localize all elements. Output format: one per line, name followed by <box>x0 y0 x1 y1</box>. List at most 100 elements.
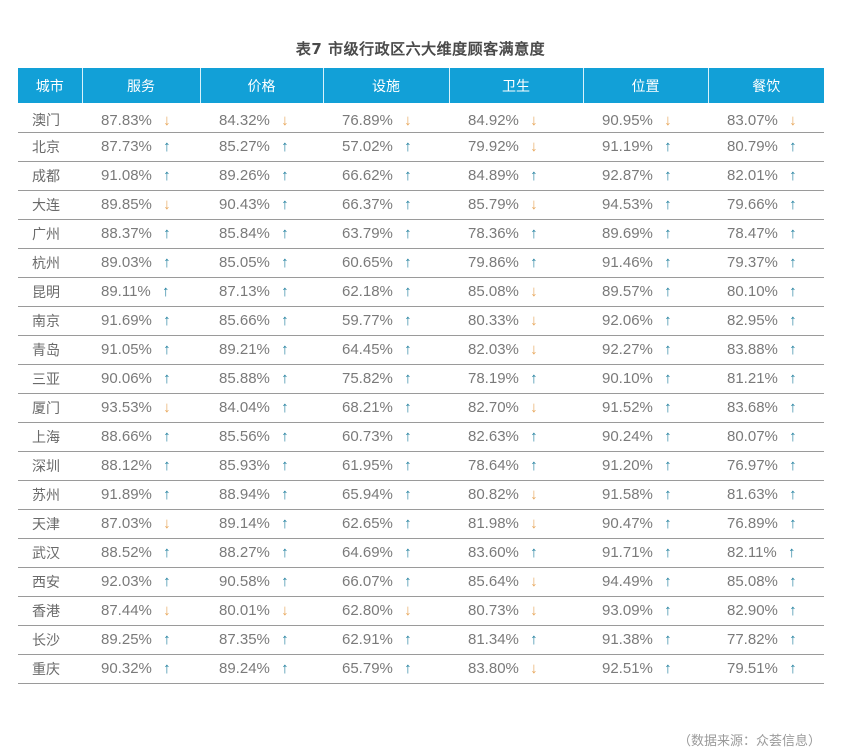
score-cell: 79.66% ↑ <box>708 190 824 219</box>
arrow-up-icon: ↑ <box>163 167 171 184</box>
score-cell: 60.65% ↑ <box>323 248 449 277</box>
score-cell: 80.01% ↓ <box>200 596 323 625</box>
score-cell: 82.01% ↑ <box>708 161 824 190</box>
score-cell: 83.80% ↓ <box>449 654 583 683</box>
table-row: 杭州 89.03% ↑ 85.05% ↑ 60.65% ↑ 79.86% ↑ 91.46% ↑ 79.… <box>18 248 824 277</box>
score-value: 64.69% <box>342 544 393 561</box>
city-name: 杭州 <box>32 255 60 272</box>
score-cell: 85.93% ↑ <box>200 451 323 480</box>
score-cell: 84.32% ↓ <box>200 103 323 132</box>
arrow-up-icon: ↑ <box>789 660 797 677</box>
city-name: 澳门 <box>32 113 60 130</box>
arrow-down-icon: ↓ <box>530 312 538 329</box>
arrow-up-icon: ↑ <box>281 196 289 213</box>
arrow-up-icon: ↑ <box>404 457 412 474</box>
arrow-up-icon: ↑ <box>404 225 412 242</box>
score-value: 91.38% <box>602 631 653 648</box>
score-cell: 85.64% ↓ <box>449 567 583 596</box>
score-value: 85.79% <box>468 196 519 213</box>
score-cell: 62.18% ↑ <box>323 277 449 306</box>
score-cell: 80.07% ↑ <box>708 422 824 451</box>
score-cell: 85.84% ↑ <box>200 219 323 248</box>
score-cell: 91.58% ↑ <box>583 480 708 509</box>
score-value: 62.18% <box>342 283 393 300</box>
score-cell: 88.37% ↑ <box>82 219 200 248</box>
table-row: 西安 92.03% ↑ 90.58% ↑ 66.07% ↑ 85.64% ↓ 94.49% ↑ 85.… <box>18 567 824 596</box>
score-value: 78.47% <box>727 225 778 242</box>
arrow-down-icon: ↓ <box>404 111 412 129</box>
arrow-up-icon: ↑ <box>404 283 412 300</box>
score-cell: 62.91% ↑ <box>323 625 449 654</box>
score-value: 92.27% <box>602 341 653 358</box>
score-cell: 81.34% ↑ <box>449 625 583 654</box>
score-cell: 94.49% ↑ <box>583 567 708 596</box>
score-value: 63.79% <box>342 225 393 242</box>
arrow-up-icon: ↑ <box>163 254 171 271</box>
arrow-up-icon: ↑ <box>163 312 171 329</box>
table-body: 澳门 87.83% ↓ 84.32% ↓ 76.89% ↓ 84.92% ↓ 90.95% ↓ 83.… <box>18 103 824 683</box>
score-value: 85.66% <box>219 312 270 329</box>
arrow-up-icon: ↑ <box>789 138 797 155</box>
table-row: 重庆 90.32% ↑ 89.24% ↑ 65.79% ↑ 83.80% ↓ 92.51% ↑ 79.… <box>18 654 824 683</box>
arrow-up-icon: ↑ <box>163 428 171 445</box>
score-cell: 76.89% ↓ <box>323 103 449 132</box>
score-value: 91.46% <box>602 254 653 271</box>
score-value: 80.79% <box>727 138 778 155</box>
arrow-down-icon: ↓ <box>163 515 171 532</box>
city-name: 西安 <box>32 574 60 591</box>
table-row: 北京 87.73% ↑ 85.27% ↑ 57.02% ↑ 79.92% ↓ 91.19% ↑ 80.… <box>18 132 824 161</box>
score-cell: 80.33% ↓ <box>449 306 583 335</box>
arrow-up-icon: ↑ <box>162 283 170 300</box>
score-cell: 84.89% ↑ <box>449 161 583 190</box>
arrow-up-icon: ↑ <box>664 486 672 503</box>
score-cell: 92.87% ↑ <box>583 161 708 190</box>
score-cell: 89.69% ↑ <box>583 219 708 248</box>
score-cell: 90.10% ↑ <box>583 364 708 393</box>
score-value: 75.82% <box>342 370 393 387</box>
score-value: 61.95% <box>342 457 393 474</box>
arrow-down-icon: ↓ <box>530 573 538 590</box>
score-value: 90.95% <box>602 111 653 129</box>
score-cell: 80.79% ↑ <box>708 132 824 161</box>
arrow-up-icon: ↑ <box>664 225 672 242</box>
table-row: 上海 88.66% ↑ 85.56% ↑ 60.73% ↑ 82.63% ↑ 90.24% ↑ 80.… <box>18 422 824 451</box>
score-value: 91.05% <box>101 341 152 358</box>
arrow-down-icon: ↓ <box>163 111 171 129</box>
score-value: 79.86% <box>468 254 519 271</box>
arrow-up-icon: ↑ <box>404 254 412 271</box>
satisfaction-table: 城市 服务 价格 设施 卫生 位置 餐饮 澳门 87.83% ↓ 84.32% ↓ 76.… <box>18 68 824 684</box>
score-cell: 89.57% ↑ <box>583 277 708 306</box>
score-value: 89.57% <box>602 283 653 300</box>
table-row: 武汉 88.52% ↑ 88.27% ↑ 64.69% ↑ 83.60% ↑ 91.71% ↑ 82.… <box>18 538 824 567</box>
score-cell: 78.64% ↑ <box>449 451 583 480</box>
arrow-up-icon: ↑ <box>281 370 289 387</box>
score-value: 85.08% <box>468 283 519 300</box>
city-name: 南京 <box>32 313 60 330</box>
arrow-up-icon: ↑ <box>281 515 289 532</box>
arrow-up-icon: ↑ <box>664 660 672 677</box>
arrow-up-icon: ↑ <box>664 312 672 329</box>
score-value: 82.95% <box>727 312 778 329</box>
score-cell: 90.43% ↑ <box>200 190 323 219</box>
score-cell: 94.53% ↑ <box>583 190 708 219</box>
arrow-up-icon: ↑ <box>404 631 412 648</box>
score-value: 85.56% <box>219 428 270 445</box>
city-name: 青岛 <box>32 342 60 359</box>
arrow-down-icon: ↓ <box>530 196 538 213</box>
score-cell: 92.27% ↑ <box>583 335 708 364</box>
score-cell: 92.03% ↑ <box>82 567 200 596</box>
score-value: 80.33% <box>468 312 519 329</box>
score-cell: 89.25% ↑ <box>82 625 200 654</box>
arrow-up-icon: ↑ <box>281 167 289 184</box>
score-value: 78.36% <box>468 225 519 242</box>
arrow-up-icon: ↑ <box>404 544 412 561</box>
score-cell: 83.07% ↓ <box>708 103 824 132</box>
arrow-up-icon: ↑ <box>163 573 171 590</box>
arrow-up-icon: ↑ <box>530 370 538 387</box>
score-value: 62.65% <box>342 515 393 532</box>
score-value: 93.09% <box>602 602 653 619</box>
score-cell: 81.21% ↑ <box>708 364 824 393</box>
arrow-down-icon: ↓ <box>163 196 171 213</box>
arrow-up-icon: ↑ <box>163 138 171 155</box>
score-cell: 89.03% ↑ <box>82 248 200 277</box>
